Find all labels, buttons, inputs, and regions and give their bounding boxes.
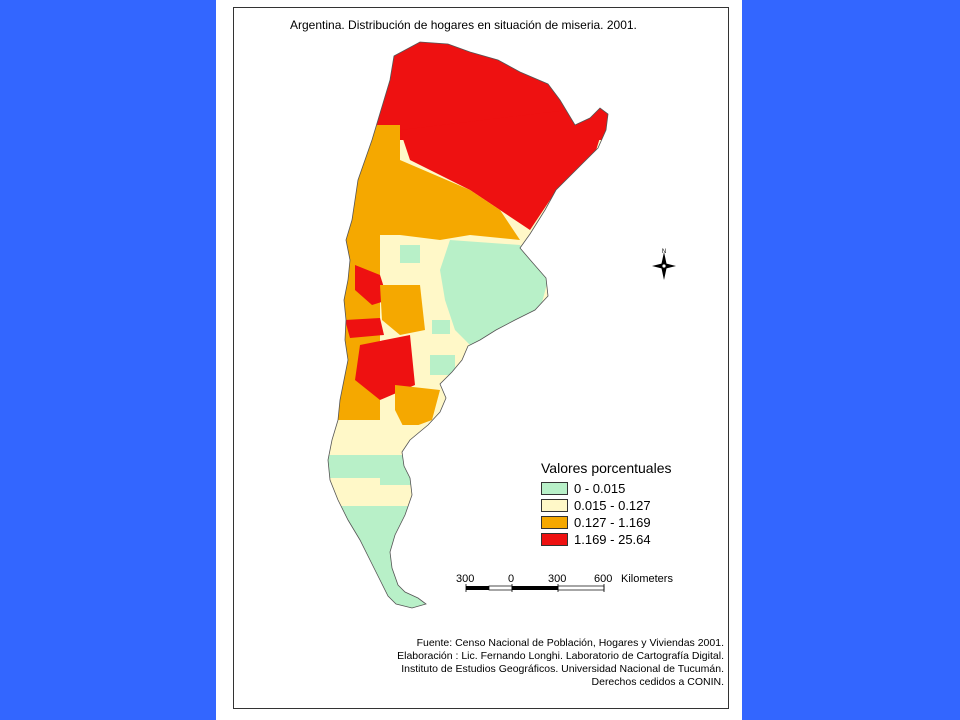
region-patagonia-red (355, 335, 415, 400)
legend-item: 0.127 - 1.169 (541, 514, 671, 531)
credit-line: Elaboración : Lic. Fernando Longhi. Labo… (397, 650, 724, 662)
legend-label: 1.169 - 25.64 (574, 532, 651, 547)
legend-item: 0 - 0.015 (541, 480, 671, 497)
scale-unit-label: Kilometers (621, 573, 673, 585)
region-south-light (328, 478, 380, 506)
north-label: N (662, 249, 666, 255)
region-west-red-1 (355, 265, 388, 305)
region-mid-orange (380, 285, 425, 335)
legend-swatch (541, 499, 568, 512)
region-pampas (440, 240, 548, 345)
credits-block: Fuente: Censo Nacional de Población, Hog… (397, 637, 724, 689)
scale-tick-label: 600 (594, 573, 613, 585)
region-green-spot-3 (430, 355, 455, 375)
region-northwest (328, 125, 400, 235)
region-green-spot-1 (400, 245, 420, 263)
map-frame (233, 7, 729, 709)
scale-tick-label: 300 (548, 573, 567, 585)
credit-line: Fuente: Censo Nacional de Población, Hog… (416, 637, 724, 649)
legend-swatch (541, 482, 568, 495)
region-south-green-2 (328, 506, 430, 608)
legend-label: 0.015 - 0.127 (574, 498, 651, 513)
legend-swatch (541, 516, 568, 529)
credit-line: Instituto de Estudios Geográficos. Unive… (401, 663, 724, 675)
legend-swatch (541, 533, 568, 546)
map-title: Argentina. Distribución de hogares en si… (290, 18, 637, 32)
compass-rose-icon (652, 252, 676, 280)
region-west-red-2 (345, 318, 384, 338)
scale-tick-label: 0 (508, 573, 515, 585)
legend: Valores porcentuales 0 - 0.015 0.015 - 0… (541, 460, 671, 548)
legend-title: Valores porcentuales (541, 460, 672, 476)
region-south-orange (395, 385, 440, 430)
scale-tick-label: 300 (456, 573, 475, 585)
legend-item: 0.015 - 0.127 (541, 497, 671, 514)
argentina-outline (327, 41, 609, 609)
region-patagonia-light (328, 425, 430, 455)
legend-item: 1.169 - 25.64 (541, 531, 671, 548)
legend-label: 0 - 0.015 (574, 481, 626, 496)
region-green-spot-2 (432, 320, 450, 334)
credit-line: Derechos cedidos a CONIN. (591, 676, 724, 688)
region-central-north (400, 160, 520, 240)
scale-bar-graphic (465, 584, 605, 592)
region-northeast (400, 105, 608, 230)
legend-label: 0.127 - 1.169 (574, 515, 651, 530)
